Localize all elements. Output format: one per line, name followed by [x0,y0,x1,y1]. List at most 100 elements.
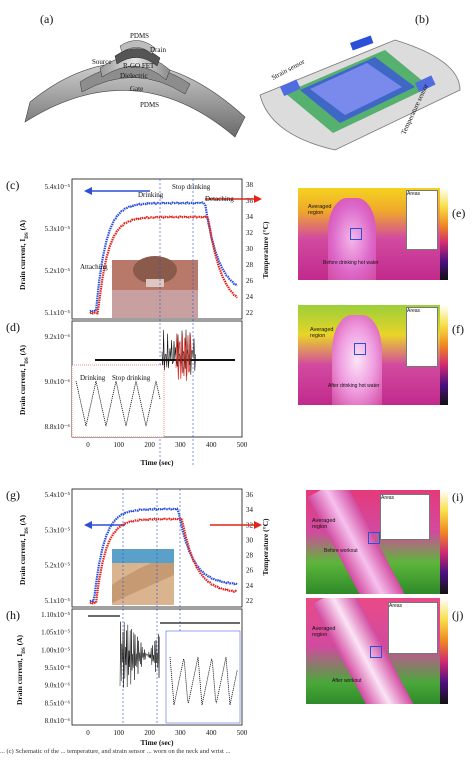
plot-c-y2tick-0: 38 [246,181,254,189]
plot-g-y2tick-5: 26 [246,567,254,575]
plot-c-red-series [89,215,238,315]
thermal-f-areas-title: Areas [407,308,421,314]
plot-h-curves [88,615,240,688]
layer-label-bottom-pdms: PDMS [140,101,159,109]
plot-h-ytick-4: 9.0x10⁻⁶ [45,682,71,690]
plot-g-y2tick-7: 22 [246,597,254,605]
plot-d-xtick-5: 500 [237,441,248,449]
thermal-image-j: Averaged region After workout Areas [306,598,448,704]
plot-c-ytick-1: 5.3x10⁻⁵ [45,225,71,233]
plot-h-xtick-5: 500 [237,729,248,737]
plot-g-yticks: 5.4x10⁻⁵ 5.3x10⁻⁵ 5.2x10⁻⁵ 5.1x10⁻⁵ [45,491,71,605]
plot-c-y2tick-7: 24 [246,293,254,301]
plot-h-ytick-2: 1.00x10⁻⁵ [41,646,70,654]
plot-d-xtick-0: 0 [86,441,90,449]
plot-d-xtick-2: 200 [144,441,155,449]
plot-h-inset-curve [169,656,238,706]
plot-c-ylabel: Drain current, IDS (A) [18,219,30,290]
thermal-image-e: Averaged region Before drinking hot wate… [298,188,448,280]
panel-label-f: (f) [452,322,464,336]
plot-g-ylabel: Drain current, IDS (A) [18,514,30,585]
annot-attaching: Attaching [80,263,108,271]
plot-c-blue-series [89,201,238,313]
thermal-j-colorbar [440,598,448,704]
panel-label-a: (a) [40,12,54,26]
plot-h-xtick-2: 200 [144,729,155,737]
plot-h-xtick-1: 100 [114,729,125,737]
annot-stop-drinking-d: Stop drinking [112,374,151,382]
thermal-image-f: Averaged region After drinking hot water… [298,305,448,405]
plot-c-d: 5.4x10⁻⁵5.3x10⁻⁵5.2x10⁻⁵5.1x10⁻⁵ 3836343… [18,178,270,467]
figure-caption: ... (c) Schematic of the ... temperature… [0,748,231,755]
panel-label-d: (d) [6,320,20,334]
annot-drinking-d: Drinking [80,374,106,382]
thermal-f-averaged: Averaged region [310,327,334,339]
plot-d-inset [71,364,165,438]
plot-h-xtick-3: 300 [175,729,186,737]
plot-c-ytick-2: 5.2x10⁻⁵ [45,267,71,275]
panel-label-j: (j) [452,608,464,622]
plot-c-y2tick-5: 28 [246,261,254,269]
plot-h-inset [165,630,241,724]
thermal-e-averaged: Averaged region [308,204,332,216]
plot-c-y2tick-1: 36 [246,197,254,205]
annot-drinking-c: Drinking [138,191,164,199]
plot-d-xtick-1: 100 [114,441,125,449]
plot-g-ytick-3: 5.1x10⁻⁵ [45,597,71,605]
plot-d-red-overlay [175,333,192,381]
plot-g-h: 5.4x10⁻⁵5.3x10⁻⁵5.2x10⁻⁵5.1x10⁻⁵ 3634323… [15,488,270,747]
plot-d-xticks: 0 100 200 300 400 500 [86,441,248,449]
thermal-e-caption: Before drinking hot water [323,260,379,266]
panel-label-e: (e) [452,206,466,220]
annot-detaching: Detaching [205,195,234,203]
plot-h-ytick-6: 8.0x10⁻⁶ [45,717,71,725]
thermal-j-averaged: Averaged region [312,626,336,638]
thermal-e-areas-title: Areas [407,191,421,197]
plot-g-ytick-0: 5.4x10⁻⁵ [45,491,71,499]
annot-stop-drinking-c: Stop drinking [172,183,211,191]
panel-label-g: (g) [6,488,20,502]
plot-h-xtick-0: 0 [86,729,90,737]
panel-label-b: (b) [415,12,429,26]
plot-c-y2tick-6: 26 [246,277,254,285]
plot-h-ytick-1: 1.05x10⁻⁵ [41,629,70,637]
plot-d-inset-trace [75,380,161,427]
plot-h-ytick-3: 9.5x10⁻⁶ [45,664,71,672]
thermal-e-table: Areas [406,190,438,250]
plot-h-ytick-0: 1.10x10⁻⁵ [41,611,70,619]
plot-d-xlabel: Time (sec) [141,458,174,467]
plot-d-ylabel: Drain current, IDS (A) [18,344,30,415]
plot-d-ytick-2: 8.8x10⁻⁶ [45,423,71,431]
layer-label-dielectric: Dielectric [120,72,148,80]
plot-c-y2tick-2: 34 [246,213,254,221]
plot-c-frame [71,178,243,320]
plot-c-y2tick-4: 30 [246,245,254,253]
plot-h-xticks: 0 100 200 300 400 500 [86,729,248,737]
sensor-schematic-b: Strain sensor Temperature sensor [259,35,461,151]
thermal-i-caption: Before workout [324,548,358,554]
plot-c-yticks: 5.4x10⁻⁵ 5.3x10⁻⁵ 5.2x10⁻⁵ 5.1x10⁻⁵ [45,183,71,317]
plot-g-y2tick-3: 30 [246,536,254,544]
thermal-i-table: Areas [380,494,430,540]
layer-label-source: Source [92,58,111,66]
layer-label-gate: Gate [130,85,143,93]
plot-g-ytick-2: 5.2x10⁻⁵ [45,562,71,570]
panel-label-c: (c) [6,178,20,192]
plot-h-ylabel: Drain current, IDS (A) [15,634,27,705]
plot-c-ytick-0: 5.4x10⁻⁵ [45,183,71,191]
thermal-f-table: Areas [406,307,438,367]
plot-g-y2label: Temperature (°C) [261,518,270,575]
plot-d-xtick-4: 400 [206,441,217,449]
thermal-i-colorbar [440,490,448,594]
plot-c-y2label: Temperature (°C) [261,221,270,278]
thermal-j-table: Areas [388,602,438,654]
plot-g-y2tick-6: 24 [246,582,254,590]
plot-h-ytick-5: 8.5x10⁻⁶ [45,699,71,707]
plot-h-xtick-4: 400 [206,729,217,737]
thermal-f-caption: After drinking hot water [328,383,380,389]
plot-d-inset-curve [75,380,161,427]
device-schematic-a: PDMS Drain Source R-GO FET Dielectric Ga… [24,32,246,138]
plot-h-yticks: 1.10x10⁻⁵ 1.05x10⁻⁵ 1.00x10⁻⁵ 9.5x10⁻⁶ 9.0x1… [41,611,70,725]
thermal-i-areas-title: Areas [381,495,395,501]
plot-g-y2tick-0: 36 [246,491,254,499]
